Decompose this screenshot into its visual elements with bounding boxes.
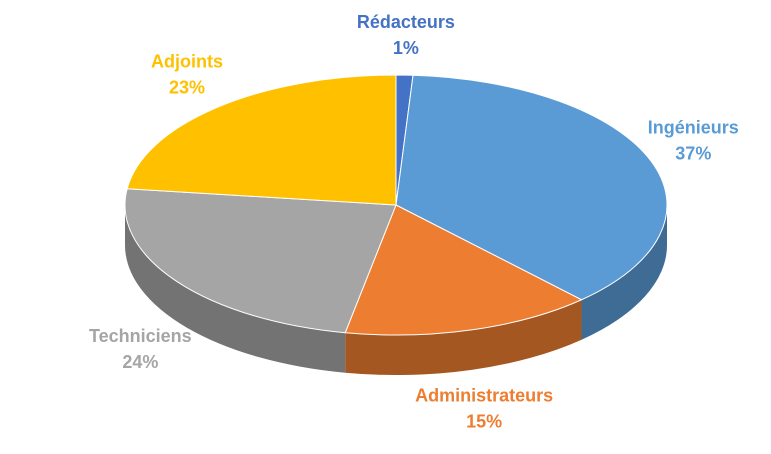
pie-side-shade [581,205,667,340]
pie-slice [344,204,583,336]
pie-slice [124,188,397,334]
slice-value-label: 37% [675,144,711,164]
pie-side [581,205,667,340]
pie-side-shade [125,205,346,373]
slice-value-label: 1% [393,38,419,58]
pie-slice [395,74,668,301]
slice-value-label: 24% [122,352,158,372]
pie-side [345,299,582,375]
slice-label: Techniciens [89,326,192,346]
slice-label: Ingénieurs [648,118,739,138]
pie-side [125,205,346,373]
slice-label: Rédacteurs [357,12,455,32]
slice-value-label: 23% [169,78,205,98]
slice-label: Adjoints [151,52,223,72]
pie-side-shade [345,299,582,375]
slice-value-label: 15% [466,411,502,431]
slice-label: Administrateurs [415,385,553,405]
pie-slice [126,74,397,206]
